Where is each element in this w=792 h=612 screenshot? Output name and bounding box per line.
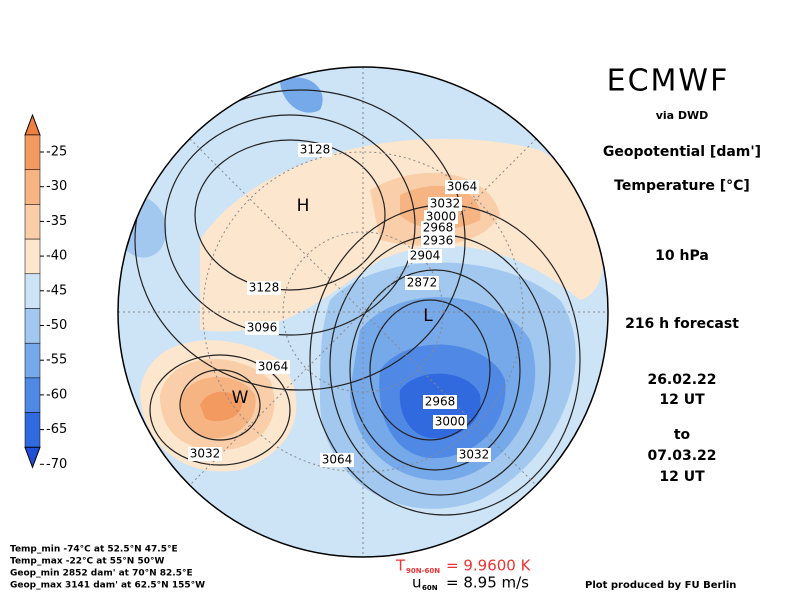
contour-label-bg (445, 180, 479, 194)
t-symbol: T (395, 557, 406, 575)
contour-label: 2968 (423, 221, 454, 235)
contour-label: 3000 (435, 415, 466, 429)
contour-label: 2872 (407, 276, 438, 290)
contour-label-bg (424, 210, 458, 224)
stat-line: Geop_min 2852 dam' at 70°N 82.5°E (10, 569, 193, 579)
contour-label-bg (256, 360, 290, 374)
contour-label-bg (421, 221, 455, 235)
contour-label: 3032 (190, 447, 221, 461)
variable: Temperature [°C] (614, 178, 750, 194)
to: to (674, 427, 691, 443)
colorbar-label: -60 (46, 387, 67, 402)
u-value: = 8.95 m/s (446, 574, 529, 592)
u-symbol: u (412, 574, 422, 592)
contour-label-bg (320, 453, 354, 467)
source: via DWD (656, 109, 709, 122)
colorbar-label: -25 (46, 145, 67, 160)
contour-label: 3032 (459, 448, 490, 462)
colorbar-label: -65 (46, 422, 67, 437)
credit: Plot produced by FU Berlin (585, 580, 736, 591)
level: 10 hPa (655, 248, 709, 264)
colorbar-label: -70 (46, 457, 67, 472)
contour-label-bg (457, 448, 491, 462)
colorbar-arrow (24, 113, 41, 136)
colorbar-label: -30 (46, 179, 67, 194)
colorbar-bin (24, 134, 41, 170)
contour-label-bg (247, 281, 281, 295)
contour-label-bg (433, 415, 467, 429)
t-sub: 90N-60N (406, 567, 440, 575)
map (118, 67, 608, 557)
contour-label-bg (405, 276, 439, 290)
colorbar-bin (24, 204, 41, 240)
contour-label: 3000 (426, 210, 457, 224)
contour-label: 3064 (322, 453, 353, 467)
colorbar-bin (24, 169, 41, 205)
contour-label-bg (245, 321, 279, 335)
contour-label-bg (421, 234, 455, 248)
colorbar-bin (24, 238, 41, 275)
contour-label: 2968 (425, 395, 456, 409)
valid-date: 07.03.22 (647, 448, 716, 464)
colorbar-label: -55 (46, 353, 67, 368)
valid-time: 12 UT (659, 469, 705, 485)
contour-label: 3096 (247, 321, 278, 335)
colorbar-label: -40 (46, 249, 67, 264)
contour-label: 3064 (258, 360, 289, 374)
forecast: 216 h forecast (625, 316, 739, 332)
contour-label-bg (428, 197, 462, 211)
colorbar-bin (24, 377, 41, 413)
variable: Geopotential [dam'] (603, 144, 761, 160)
colorbar-label: -50 (46, 318, 67, 333)
pressure-marker: L (423, 306, 433, 326)
contour-label: 3128 (300, 143, 331, 157)
colorbar-label: -45 (46, 283, 67, 298)
colorbar-bin (24, 342, 41, 379)
contour-label-bg (188, 447, 222, 461)
contour-label-bg (423, 395, 457, 409)
contour-label: 2904 (410, 249, 441, 263)
pressure-marker: H (297, 196, 310, 216)
contour-label: 2936 (423, 234, 454, 248)
stat-line: Geop_max 3141 dam' at 62.5°N 155°W (10, 581, 205, 591)
init-time: 12 UT (659, 392, 705, 408)
colorbar-label: -35 (46, 214, 67, 229)
pressure-marker: W (232, 388, 249, 408)
init-date: 26.02.22 (647, 372, 716, 388)
colorbar-bin (24, 308, 41, 344)
t-value: = 9.9600 K (446, 557, 532, 575)
stat-line: Temp_min -74°C at 52.5°N 47.5°E (10, 545, 178, 555)
colorbar-bin (24, 273, 41, 309)
stat-line: Temp_max -22°C at 55°N 50°W (10, 557, 164, 567)
contour-label: 3128 (249, 281, 280, 295)
contour-label-bg (408, 249, 442, 263)
contour-label: 3032 (430, 197, 461, 211)
colorbar-arrow (24, 446, 41, 469)
colorbar-bin (24, 412, 41, 448)
u-sub: 60N (422, 584, 438, 592)
contour-label-bg (298, 143, 332, 157)
title: ECMWF (607, 64, 730, 99)
contour-label: 3064 (447, 180, 478, 194)
